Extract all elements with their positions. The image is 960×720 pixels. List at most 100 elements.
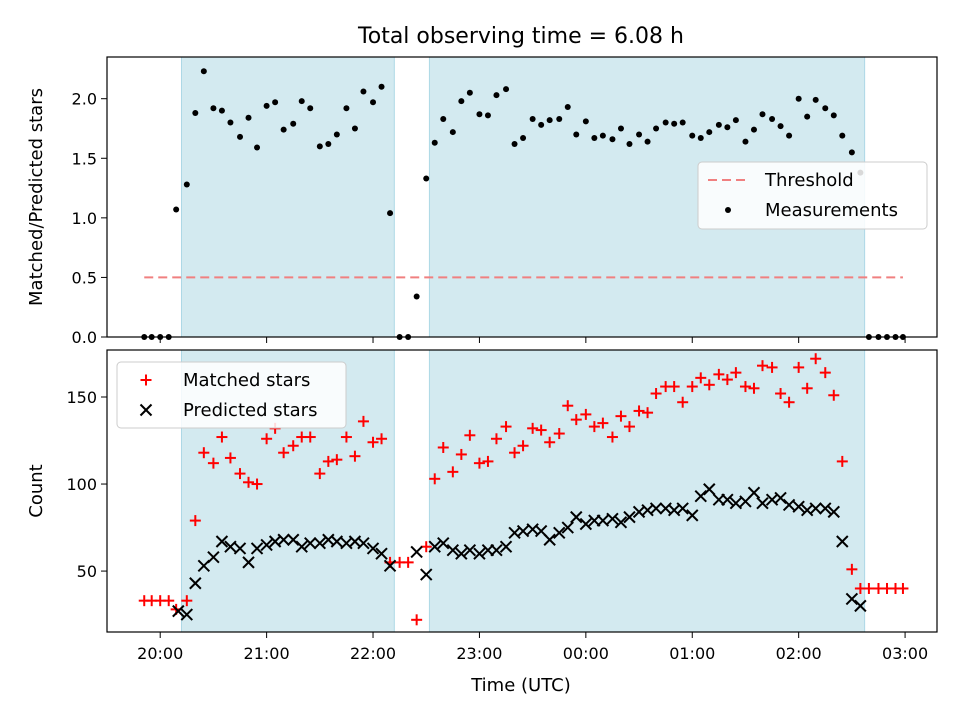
measurement-point <box>804 113 811 120</box>
measurement-point <box>458 98 465 105</box>
ratio-panel: 0.00.51.01.52.0 Matched/Predicted stars … <box>26 56 938 347</box>
measurement-point <box>742 138 749 145</box>
predicted-star-point <box>172 604 185 618</box>
cross-stroke <box>703 483 716 496</box>
matched-star-point <box>668 381 680 393</box>
measurement-point <box>848 149 855 156</box>
y-tick-label: 50 <box>77 562 97 581</box>
matched-star-point <box>783 396 795 408</box>
predicted-star-point <box>649 502 663 515</box>
cross-stroke <box>721 493 734 506</box>
predicted-star-point <box>304 537 317 550</box>
cross-stroke <box>596 514 610 527</box>
y-tick-label: 100 <box>66 475 97 494</box>
cross-stroke <box>579 517 593 531</box>
matched-star-point <box>287 440 299 452</box>
predicted-star-point <box>437 537 450 550</box>
measurement-point <box>245 114 252 121</box>
cross-stroke <box>614 516 628 529</box>
measurement-point <box>830 112 837 119</box>
cross-stroke <box>561 521 574 534</box>
observing-interval-2 <box>428 349 866 633</box>
cross-stroke <box>623 510 636 524</box>
matched-star-point <box>234 468 246 480</box>
predicted-star-point <box>747 486 761 499</box>
matched-star-point <box>766 361 778 373</box>
cross-stroke <box>854 599 867 613</box>
measurement-point <box>697 135 704 142</box>
observing-interval-shading-bottom <box>180 349 866 633</box>
matched-star-point <box>411 614 423 626</box>
cross-stroke <box>508 526 521 539</box>
count-y-axis-label: Count <box>26 464 47 517</box>
matched-star-point <box>189 515 201 527</box>
predicted-star-point <box>490 543 503 557</box>
matched-star-point <box>588 421 600 433</box>
cross-stroke <box>827 505 840 519</box>
predicted-star-point <box>410 545 423 559</box>
cross-stroke <box>676 502 689 515</box>
legend-box <box>116 361 347 429</box>
predicted-star-point <box>570 510 583 524</box>
measurement-point <box>599 132 606 139</box>
cross-stroke <box>641 503 654 517</box>
matched-star-point <box>429 473 441 485</box>
measurement-point <box>556 115 563 122</box>
matched-star-point <box>509 447 521 459</box>
measurement-point <box>263 102 270 109</box>
measurement-point <box>423 175 430 182</box>
measurement-point <box>370 99 377 106</box>
x-axis-label: Time (UTC) <box>470 675 571 696</box>
matched-legend-swatch <box>140 374 152 386</box>
matched-star-point <box>517 440 529 452</box>
measurement-point <box>671 120 678 127</box>
matched-star-point <box>606 431 618 443</box>
counts-legend: Matched stars Predicted stars <box>116 361 347 429</box>
matched-star-point <box>553 428 565 440</box>
cross-stroke <box>277 533 290 546</box>
measurement-point <box>689 132 696 139</box>
cross-stroke <box>357 537 370 550</box>
predicted-star-point <box>428 540 441 553</box>
matched-star-point <box>357 415 369 427</box>
predicted-star-point <box>561 521 574 534</box>
ratio-legend: Threshold Measurements <box>697 161 928 230</box>
predicted-star-point <box>792 500 805 513</box>
cross-stroke <box>463 543 477 557</box>
matched-star-point <box>570 414 582 426</box>
cross-stroke <box>747 486 761 499</box>
counts-panel-axes: 50 100 150 <box>66 388 906 638</box>
matched-star-point <box>402 556 414 568</box>
measurement-point <box>440 115 447 122</box>
cross-stroke <box>224 540 237 553</box>
predicted-star-point <box>260 538 273 552</box>
matched-star-point <box>314 468 326 480</box>
matched-star-point <box>535 424 547 436</box>
measurement-point <box>360 88 367 95</box>
cross-stroke <box>686 509 699 522</box>
ratio-panel-frame <box>106 56 938 338</box>
matched-star-point <box>623 421 635 433</box>
measurement-point <box>466 89 473 96</box>
measurement-point <box>617 125 624 132</box>
counts-panel-frame <box>106 349 938 633</box>
predicted-star-point <box>446 543 460 557</box>
matched-star-point <box>897 582 909 594</box>
measurement-point <box>795 95 802 102</box>
matched-star-point <box>703 379 715 391</box>
matched-star-point <box>376 433 388 445</box>
x-tick-label: 21:00 <box>244 644 290 663</box>
cross-stroke <box>250 542 264 555</box>
measurements-legend-swatch <box>725 207 731 213</box>
predicted-stars-points <box>172 483 867 621</box>
measurement-point <box>529 115 536 122</box>
measurement-point <box>351 125 358 132</box>
cross-stroke <box>729 496 743 510</box>
matched-star-point <box>846 563 858 575</box>
matched-star-point <box>490 433 502 445</box>
predicted-star-point <box>774 491 787 505</box>
matched-star-point <box>163 595 175 607</box>
legend-box <box>697 161 928 230</box>
measurement-point <box>777 123 784 130</box>
predicted-star-point <box>809 502 822 515</box>
